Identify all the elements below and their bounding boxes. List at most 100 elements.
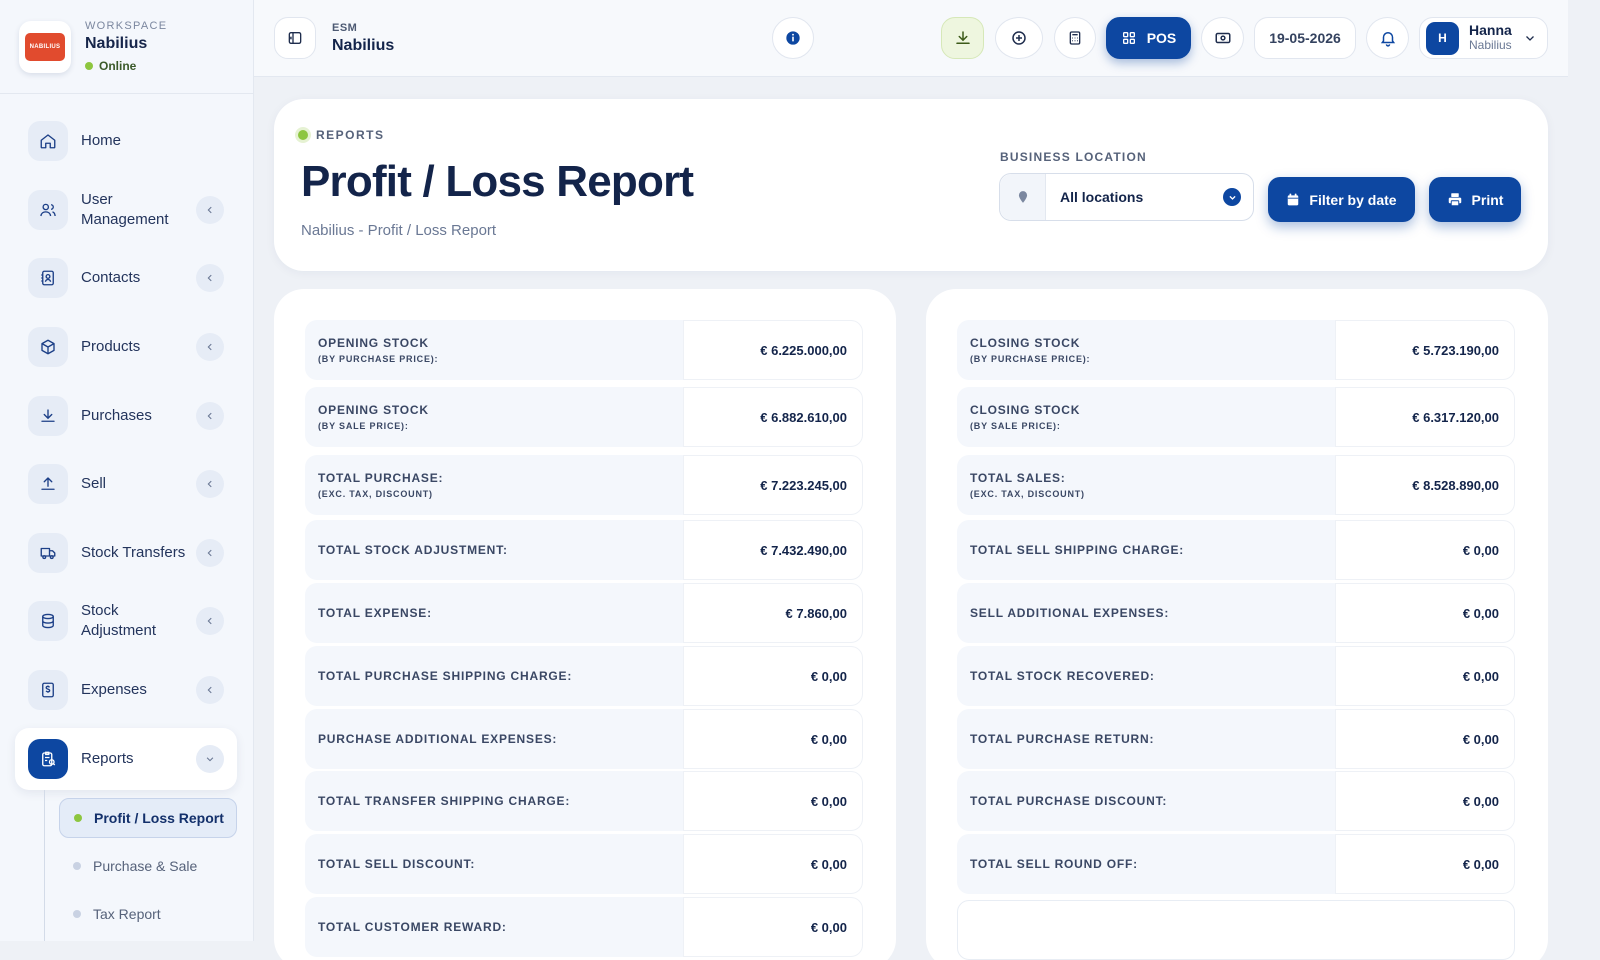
sidebar-item-label: Stock Adjustment <box>81 602 157 639</box>
contacts-icon <box>28 258 68 298</box>
chevron-left-icon[interactable] <box>196 607 224 635</box>
location-select[interactable]: All locations <box>999 173 1254 221</box>
info-button[interactable] <box>772 17 814 59</box>
row-label: PURCHASE ADDITIONAL EXPENSES: <box>318 732 558 746</box>
status-text: Online <box>99 59 137 73</box>
sidebar-item-stock-transfers[interactable]: Stock Transfers <box>28 533 224 573</box>
cash-button[interactable] <box>1201 17 1244 59</box>
clipboard-icon <box>28 739 68 779</box>
print-button[interactable]: Print <box>1429 177 1521 222</box>
chevron-left-icon[interactable] <box>196 470 224 498</box>
topbar: ESM Nabilius POS 19-05-2026 H Hanna Nabi… <box>254 0 1568 77</box>
row-value: € 7.223.245,00 <box>683 455 863 515</box>
location-value: All locations <box>1060 189 1144 205</box>
row-label: TOTAL PURCHASE DISCOUNT: <box>970 794 1168 808</box>
notifications-button[interactable] <box>1366 17 1409 59</box>
sidebar-item-label: Stock Transfers <box>81 544 186 561</box>
app-small-title: ESM <box>332 22 358 34</box>
report-row: TOTAL PURCHASE SHIPPING CHARGE: € 0,00 <box>305 646 863 706</box>
sidebar-item-sell[interactable]: Sell <box>28 464 224 504</box>
row-label: TOTAL PURCHASE RETURN: <box>970 732 1155 746</box>
report-row: TOTAL CUSTOMER REWARD: € 0,00 <box>305 897 863 957</box>
chevron-left-icon[interactable] <box>196 333 224 361</box>
row-label: CLOSING STOCK <box>970 403 1081 417</box>
calculator-button[interactable] <box>1054 17 1096 59</box>
home-icon <box>28 121 68 161</box>
sidebar-item-reports[interactable]: Reports <box>28 739 224 779</box>
row-label: TOTAL SELL DISCOUNT: <box>318 857 476 871</box>
users-icon <box>28 190 68 230</box>
chevron-left-icon[interactable] <box>196 264 224 292</box>
sub-item-tax-report[interactable]: Tax Report <box>59 894 237 934</box>
report-row: TOTAL SELL SHIPPING CHARGE: € 0,00 <box>957 520 1515 580</box>
chevron-left-icon[interactable] <box>196 196 224 224</box>
breadcrumb: REPORTS <box>298 128 385 142</box>
chevron-left-icon[interactable] <box>196 676 224 704</box>
chevron-left-icon[interactable] <box>196 402 224 430</box>
page-title: Profit / Loss Report <box>301 157 694 206</box>
row-value: € 0,00 <box>1335 583 1515 643</box>
row-label: TOTAL STOCK ADJUSTMENT: <box>318 543 508 557</box>
sub-item-purchase-sale[interactable]: Purchase & Sale <box>59 846 237 886</box>
user-menu[interactable]: H Hanna Nabilius <box>1419 17 1548 59</box>
info-icon <box>786 31 800 45</box>
workspace-status: Online <box>85 59 167 73</box>
sidebar-item-purchases[interactable]: Purchases <box>28 396 224 436</box>
sidebar-item-expenses[interactable]: Expenses <box>28 670 224 710</box>
app-title: Nabilius <box>332 37 395 54</box>
row-label: TOTAL EXPENSE: <box>318 606 432 620</box>
report-row: CLOSING STOCK (BY SALE PRICE): € 6.317.12… <box>957 387 1515 447</box>
chevron-down-icon[interactable] <box>196 745 224 773</box>
sidebar-item-label: Reports <box>81 750 134 767</box>
bell-icon <box>1380 32 1395 47</box>
page-subtitle: Nabilius - Profit / Loss Report <box>301 222 497 239</box>
row-label: TOTAL SELL ROUND OFF: <box>970 857 1138 871</box>
row-label: TOTAL SALES: <box>970 471 1066 485</box>
sidebar-item-label: Home <box>81 132 122 149</box>
row-label: TOTAL PURCHASE: <box>318 471 444 485</box>
location-label: BUSINESS LOCATION <box>1000 150 1147 164</box>
row-value: € 0,00 <box>1335 520 1515 580</box>
sidebar-item-stock-adjustment[interactable]: Stock Adjustment <box>28 601 224 641</box>
row-label: TOTAL SELL SHIPPING CHARGE: <box>970 543 1185 557</box>
user-company: Nabilius <box>1469 38 1512 52</box>
sidebar-item-label: User Management <box>81 191 169 228</box>
sidebar-item-user-management[interactable]: User Management <box>28 190 224 230</box>
row-sublabel: (BY SALE PRICE): <box>970 421 1061 431</box>
workspace-header: NABILIUS WORKSPACE Nabilius Online <box>0 0 253 94</box>
filter-by-date-button[interactable]: Filter by date <box>1268 177 1415 222</box>
sidebar-toggle-button[interactable] <box>274 17 316 59</box>
sidebar-item-home[interactable]: Home <box>28 121 224 161</box>
row-label: TOTAL CUSTOMER REWARD: <box>318 920 507 934</box>
date-text: 19-05-2026 <box>1269 30 1341 46</box>
dot <box>73 910 81 918</box>
sidebar-item-label: Purchases <box>81 407 152 424</box>
workspace-name: Nabilius <box>85 35 148 52</box>
row-label: TOTAL STOCK RECOVERED: <box>970 669 1155 683</box>
sidebar-item-products[interactable]: Products <box>28 327 224 367</box>
row-label: CLOSING STOCK <box>970 336 1081 350</box>
sidebar-item-contacts[interactable]: Contacts <box>28 258 224 298</box>
chevron-left-icon[interactable] <box>196 539 224 567</box>
add-button[interactable] <box>995 17 1043 59</box>
pos-button[interactable]: POS <box>1106 17 1191 59</box>
report-row: OPENING STOCK (BY SALE PRICE): € 6.882.61… <box>305 387 863 447</box>
row-value: € 6.317.120,00 <box>1335 387 1515 447</box>
workspace-logo[interactable]: NABILIUS <box>19 20 71 73</box>
cash-icon <box>1215 32 1230 44</box>
date-display[interactable]: 19-05-2026 <box>1254 17 1356 59</box>
sub-item-label: Tax Report <box>93 906 161 922</box>
report-row: TOTAL STOCK RECOVERED: € 0,00 <box>957 646 1515 706</box>
chevron-down-icon <box>1526 36 1534 41</box>
database-icon <box>28 601 68 641</box>
row-value: € 0,00 <box>1335 709 1515 769</box>
row-label: TOTAL PURCHASE SHIPPING CHARGE: <box>318 669 573 683</box>
sub-item-label: Profit / Loss Report <box>94 810 224 826</box>
report-row: TOTAL STOCK ADJUSTMENT: € 7.432.490,00 <box>305 520 863 580</box>
sidebar-item-label: Contacts <box>81 269 141 286</box>
download-button[interactable] <box>941 17 984 59</box>
row-value: € 0,00 <box>683 709 863 769</box>
row-value: € 7.432.490,00 <box>683 520 863 580</box>
sub-item-profit-loss[interactable]: Profit / Loss Report <box>59 798 237 838</box>
avatar: H <box>1426 21 1459 55</box>
